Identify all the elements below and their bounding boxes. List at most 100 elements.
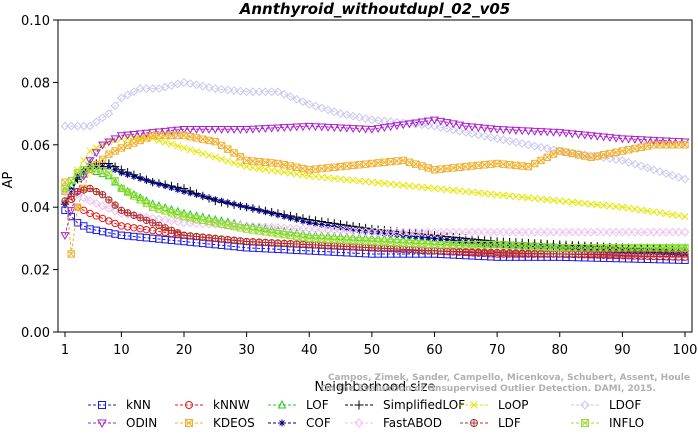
data-point-ldf (618, 250, 627, 258)
legend-label-simplifiedlof: SimplifiedLOF (383, 398, 465, 412)
data-point-ldof (555, 146, 565, 156)
data-point-loop (418, 183, 426, 191)
data-point-loop (243, 163, 251, 171)
data-point-odin (555, 129, 565, 138)
data-point-fastabod (530, 227, 540, 237)
data-point-loop (318, 173, 326, 181)
y-tick-label: 0.06 (21, 139, 50, 154)
y-tick-label: 0.00 (21, 326, 50, 341)
data-point-loop (249, 164, 257, 172)
legend-marker-lof (277, 399, 287, 409)
data-point-odin (392, 122, 402, 131)
series-odin (60, 116, 690, 240)
legend-label-odin: ODIN (126, 416, 157, 430)
data-point-cof (168, 184, 175, 192)
data-point-inflo (92, 165, 101, 173)
data-point-ldof (217, 84, 226, 94)
data-point-ldf (274, 239, 282, 247)
data-point-loop (86, 147, 94, 155)
data-point-ldf (293, 240, 301, 248)
credit-line-1: Campos, Zimek, Sander, Campello, Micenko… (328, 373, 690, 383)
data-point-ldof (129, 87, 139, 97)
data-point-ldof (323, 105, 333, 115)
credit-line-2: On the Evaluation of Unsupervised Outlie… (321, 384, 656, 394)
data-point-kdeos (73, 203, 82, 211)
data-point-ldf (61, 197, 69, 205)
data-point-kdeos (343, 162, 351, 170)
data-point-ldof (254, 87, 264, 97)
data-point-ldof (442, 124, 452, 133)
data-point-odin (223, 126, 233, 134)
data-point-odin (592, 132, 602, 141)
data-point-kdeos (155, 131, 163, 140)
data-point-ldof (79, 121, 89, 131)
data-point-fastabod (592, 227, 602, 237)
data-point-ldof (286, 92, 295, 102)
data-point-loop (543, 196, 551, 204)
data-point-ldf (130, 211, 138, 220)
data-point-kdeos (217, 141, 226, 150)
data-point-odin (680, 138, 690, 147)
data-point-fastabod (91, 199, 101, 208)
y-tick-label: 0.04 (21, 201, 50, 216)
data-point-kdeos (649, 141, 658, 149)
data-point-kdeos (524, 162, 533, 171)
data-point-ldof (461, 127, 471, 137)
data-point-odin (210, 126, 220, 134)
data-point-loop (675, 212, 683, 220)
data-point-odin (505, 126, 515, 135)
data-point-kdeos (318, 164, 326, 173)
data-point-loop (650, 208, 658, 216)
data-point-fastabod (260, 222, 270, 232)
data-point-ldof (66, 121, 76, 131)
data-point-ldof (148, 84, 158, 94)
data-point-ldof (423, 121, 433, 130)
data-point-ldof (311, 101, 320, 111)
x-tick-label: 20 (176, 343, 193, 358)
data-point-ldf (123, 209, 132, 217)
data-point-odin (160, 127, 170, 136)
data-point-fastabod (649, 227, 659, 237)
legend-item-cof: COF (268, 416, 331, 430)
data-point-ldf (443, 247, 451, 255)
data-point-odin (166, 127, 177, 136)
data-point-odin (179, 126, 189, 134)
data-point-cof (149, 179, 156, 186)
data-point-inflo (668, 244, 677, 252)
data-point-fastabod (636, 227, 646, 237)
data-point-ldf (305, 240, 313, 249)
data-point-ldf (186, 232, 194, 240)
data-point-ldof (98, 113, 107, 123)
data-point-ldf (556, 250, 564, 258)
data-point-loop (349, 176, 357, 184)
data-point-loop (449, 186, 457, 194)
data-point-loop (455, 187, 464, 195)
data-point-cof (224, 199, 232, 206)
data-point-inflo (136, 196, 144, 204)
data-point-odin (242, 126, 252, 134)
data-point-odin (342, 124, 352, 133)
data-point-loop (437, 185, 445, 193)
data-point-loop (236, 161, 244, 169)
data-point-ldf (311, 241, 320, 249)
data-point-ldf (530, 249, 539, 258)
data-point-loop (268, 166, 276, 174)
legend-item-kdeos: KDEOS (175, 416, 255, 430)
data-point-inflo (393, 239, 401, 247)
data-point-ldof (680, 174, 690, 184)
data-point-loop (280, 168, 288, 176)
data-point-loop (668, 211, 677, 219)
data-point-loop (581, 199, 589, 208)
data-point-odin (542, 128, 552, 137)
data-point-odin (630, 135, 640, 144)
data-point-loop (261, 165, 269, 174)
data-point-ldf (599, 250, 608, 258)
series-kdeos (61, 131, 689, 258)
data-point-odin (448, 120, 458, 129)
data-point-ldof (336, 109, 345, 119)
data-point-ldof (455, 126, 464, 136)
data-point-loop (506, 192, 514, 200)
data-point-odin (116, 132, 126, 141)
data-point-ldf (612, 250, 620, 258)
data-point-inflo (130, 192, 138, 200)
